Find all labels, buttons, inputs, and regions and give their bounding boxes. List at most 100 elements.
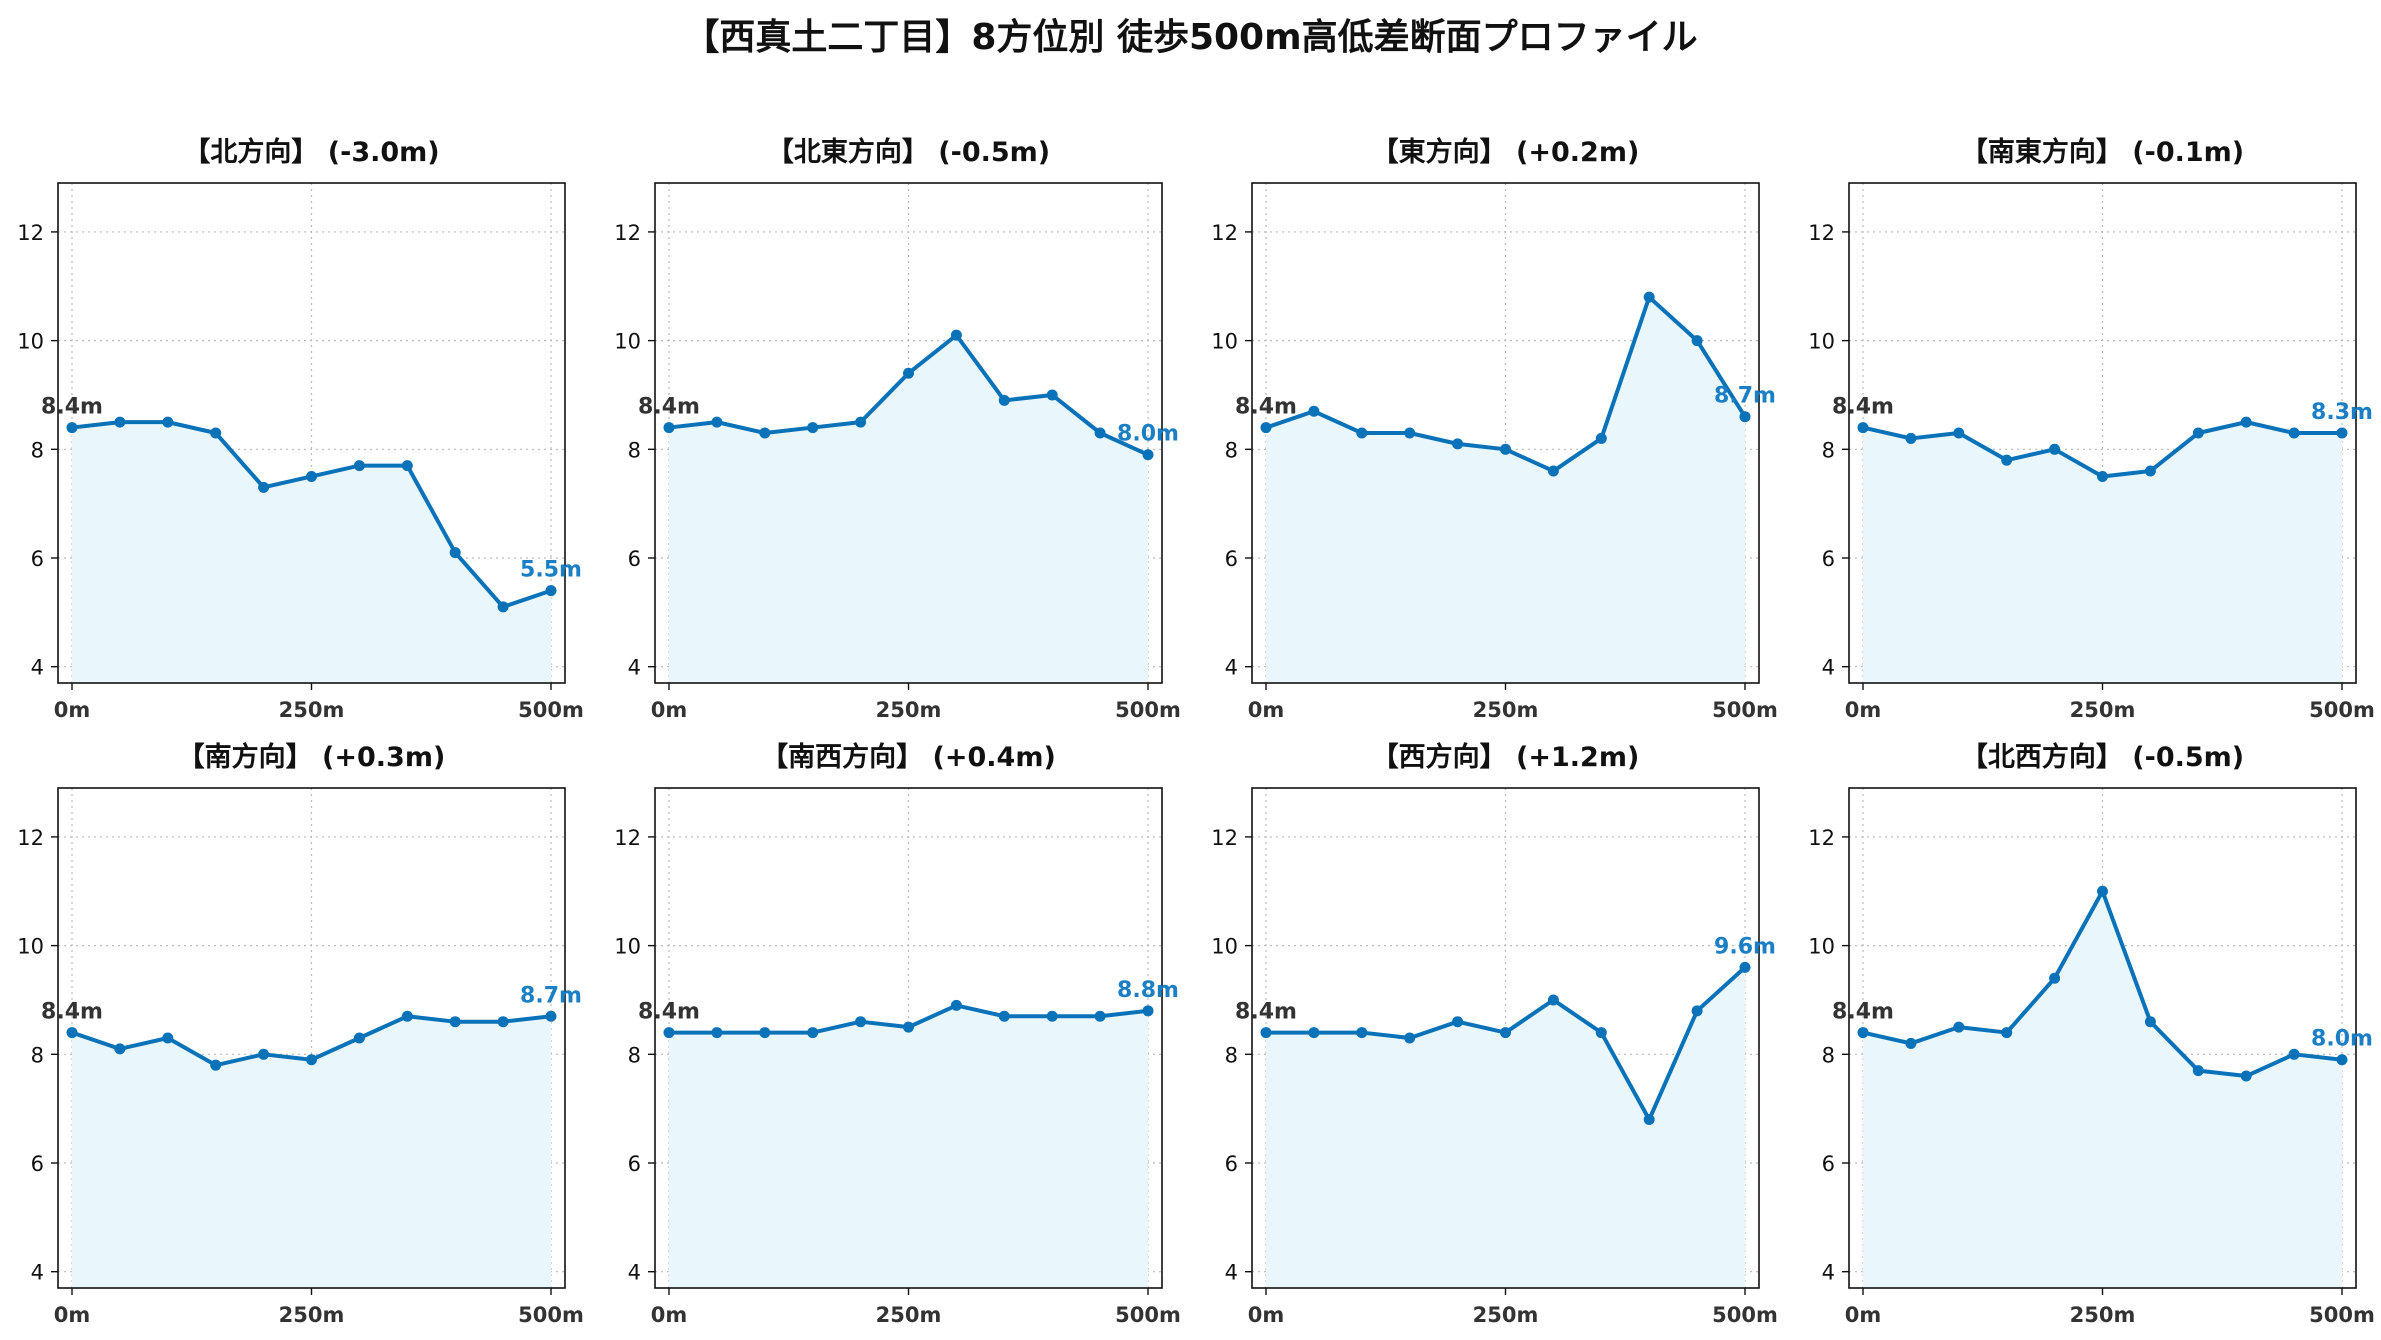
data-point xyxy=(663,1027,675,1039)
start-elevation-label: 8.4m xyxy=(638,1000,700,1025)
subplot-8: 【北西方向】 (-0.5m) 4 6 8 10 12 0m 250m 500m 8.4m 8.0m xyxy=(1808,741,2375,1327)
x-tick-label: 0m xyxy=(54,698,91,722)
y-tick-label: 6 xyxy=(31,1152,44,1176)
subplot-title: 【南西方向】 (+0.4m) xyxy=(761,741,1056,773)
data-point xyxy=(1356,427,1368,439)
y-tick-label: 10 xyxy=(1211,935,1238,959)
data-point xyxy=(497,1016,509,1028)
data-point xyxy=(1260,422,1272,434)
y-tick-label: 6 xyxy=(1822,547,1835,571)
end-elevation-label: 9.6m xyxy=(1714,934,1776,959)
end-elevation-label: 5.5m xyxy=(520,558,582,583)
subplot-2: 【北東方向】 (-0.5m) 4 6 8 10 12 0m 250m 500m 8.4m 8.0m xyxy=(614,136,1181,722)
y-tick-label: 12 xyxy=(1211,221,1238,245)
y-tick-label: 12 xyxy=(1211,826,1238,850)
data-point xyxy=(711,1027,723,1039)
subplot-5: 【南方向】 (+0.3m) 4 6 8 10 12 0m 250m 500m 8.4m 8.7m xyxy=(17,741,584,1327)
area-fill xyxy=(669,335,1148,683)
y-tick-label: 6 xyxy=(1225,547,1238,571)
data-point xyxy=(711,416,723,428)
data-point xyxy=(1094,427,1106,439)
subplot-title: 【東方向】 (+0.2m) xyxy=(1372,136,1640,168)
data-point xyxy=(807,422,819,434)
data-point xyxy=(353,460,365,472)
start-elevation-label: 8.4m xyxy=(1832,1000,1894,1025)
data-point xyxy=(903,1021,914,1033)
data-point xyxy=(2001,1027,2013,1039)
data-point xyxy=(2240,416,2252,428)
data-point xyxy=(1905,1037,1917,1049)
y-tick-label: 8 xyxy=(31,438,44,462)
y-tick-label: 10 xyxy=(614,935,641,959)
data-point xyxy=(1046,389,1058,401)
subplot-6: 【南西方向】 (+0.4m) 4 6 8 10 12 0m 250m 500m 8.4m 8.8m xyxy=(614,741,1181,1327)
y-tick-label: 12 xyxy=(1808,221,1835,245)
data-point xyxy=(2097,470,2108,482)
area-fill xyxy=(1266,297,1745,683)
data-point xyxy=(1500,443,1511,455)
y-tick-label: 10 xyxy=(1211,330,1238,354)
y-tick-label: 6 xyxy=(1225,1152,1238,1176)
data-point xyxy=(2192,427,2204,439)
data-point xyxy=(353,1032,365,1044)
y-tick-label: 12 xyxy=(1808,826,1835,850)
data-point xyxy=(1500,1027,1511,1039)
data-point xyxy=(66,422,78,434)
y-tick-label: 10 xyxy=(1808,330,1835,354)
data-point xyxy=(1308,405,1320,417)
x-tick-label: 500m xyxy=(1712,698,1778,722)
x-tick-label: 0m xyxy=(1845,1303,1882,1327)
data-point xyxy=(1547,465,1559,477)
x-tick-label: 250m xyxy=(279,698,345,722)
y-tick-label: 12 xyxy=(17,826,44,850)
data-point xyxy=(497,601,509,613)
data-point xyxy=(1739,411,1751,423)
data-point xyxy=(2144,1016,2156,1028)
area-fill xyxy=(1266,967,1745,1288)
start-elevation-label: 8.4m xyxy=(41,395,103,420)
data-point xyxy=(1356,1027,1368,1039)
x-tick-label: 250m xyxy=(279,1303,345,1327)
data-point xyxy=(2049,972,2061,984)
data-point xyxy=(1739,961,1751,973)
data-point xyxy=(1547,994,1559,1006)
y-tick-label: 8 xyxy=(1225,438,1238,462)
data-point xyxy=(210,1059,222,1071)
data-point xyxy=(114,416,126,428)
y-tick-label: 12 xyxy=(17,221,44,245)
subplot-title: 【西方向】 (+1.2m) xyxy=(1372,741,1640,773)
y-tick-label: 10 xyxy=(614,330,641,354)
x-tick-label: 250m xyxy=(876,698,942,722)
data-point xyxy=(2288,1048,2300,1060)
area-fill xyxy=(1863,891,2342,1288)
data-point xyxy=(1643,291,1655,303)
y-tick-label: 4 xyxy=(628,1261,641,1285)
subplot-title: 【南方向】 (+0.3m) xyxy=(178,741,446,773)
y-tick-label: 10 xyxy=(1808,935,1835,959)
data-point xyxy=(1452,438,1464,450)
end-elevation-label: 8.0m xyxy=(2311,1027,2373,1052)
x-tick-label: 250m xyxy=(1473,698,1539,722)
data-point xyxy=(114,1043,126,1055)
x-tick-label: 250m xyxy=(876,1303,942,1327)
y-tick-label: 8 xyxy=(628,1043,641,1067)
data-point xyxy=(807,1027,819,1039)
x-tick-label: 0m xyxy=(651,1303,688,1327)
y-tick-label: 4 xyxy=(1822,656,1835,680)
x-tick-label: 0m xyxy=(1845,698,1882,722)
data-point xyxy=(1905,432,1917,444)
y-tick-label: 12 xyxy=(614,826,641,850)
start-elevation-label: 8.4m xyxy=(41,1000,103,1025)
y-tick-label: 10 xyxy=(17,330,44,354)
data-point xyxy=(1857,422,1869,434)
data-point xyxy=(1308,1027,1320,1039)
y-tick-label: 6 xyxy=(628,1152,641,1176)
x-tick-label: 500m xyxy=(1115,1303,1181,1327)
subplot-7: 【西方向】 (+1.2m) 4 6 8 10 12 0m 250m 500m 8.4m 9.6m xyxy=(1211,741,1778,1327)
subplot-title: 【北西方向】 (-0.5m) xyxy=(1961,741,2244,773)
data-point xyxy=(2097,885,2108,897)
x-tick-label: 0m xyxy=(651,698,688,722)
y-tick-label: 4 xyxy=(1822,1261,1835,1285)
